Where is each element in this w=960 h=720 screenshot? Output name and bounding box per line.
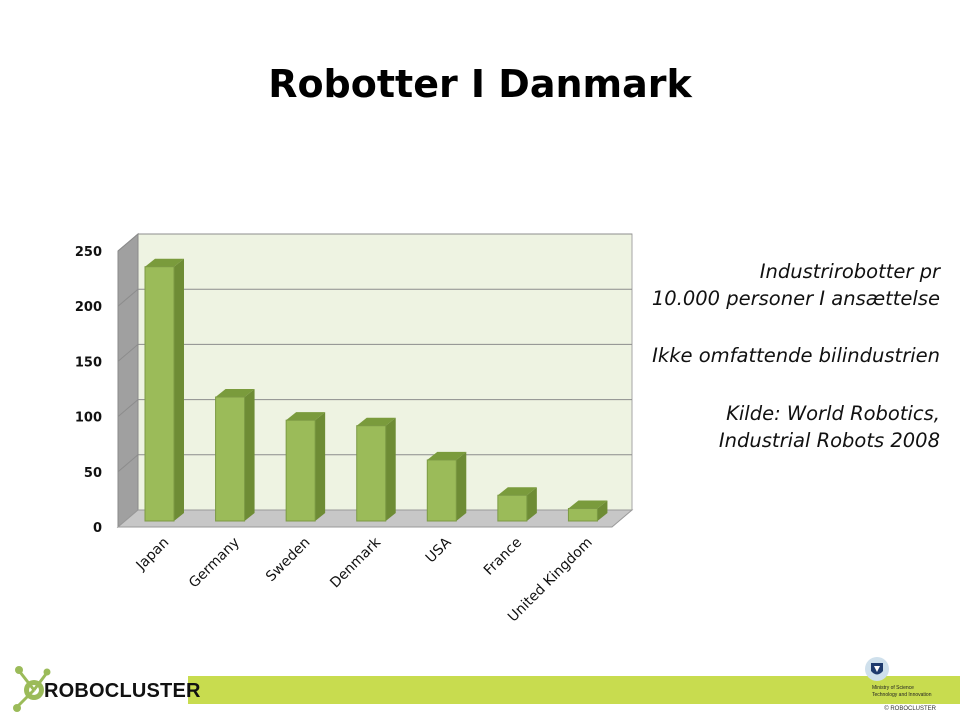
bar-side xyxy=(315,412,326,521)
bar-top xyxy=(497,487,537,496)
x-tick-label: Germany xyxy=(186,535,243,592)
bar-top xyxy=(427,451,467,460)
ministry-label: Ministry of Science Technology and Innov… xyxy=(872,685,956,699)
note-line-4: Kilde: World Robotics, xyxy=(726,402,940,425)
copyright-text: © ROBOCLUSTER xyxy=(884,706,936,712)
x-tick-label: USA xyxy=(423,534,455,566)
note-line-1: Industrirobotter pr xyxy=(759,260,940,283)
y-gridline-side xyxy=(117,233,139,252)
bar-top xyxy=(286,412,326,421)
footer-band xyxy=(188,676,960,704)
y-gridline-side xyxy=(117,288,139,307)
bar xyxy=(285,419,316,522)
y-gridline-side xyxy=(117,344,139,362)
y-gridline-side xyxy=(117,454,139,473)
bar-top xyxy=(356,417,396,426)
y-tick-label: 100 xyxy=(75,411,102,426)
ministry-line-1: Ministry of Science xyxy=(872,685,914,691)
bar-top xyxy=(145,258,184,267)
note-line-2: 10.000 personer I ansættelse xyxy=(651,287,940,310)
y-tick-label: 250 xyxy=(75,245,102,260)
bar-side xyxy=(456,451,467,521)
y-tick-label: 50 xyxy=(84,466,102,481)
bar-side xyxy=(385,417,396,521)
bar-top xyxy=(215,389,255,397)
y-tick-label: 150 xyxy=(75,355,102,370)
y-tick-label: 200 xyxy=(75,300,102,315)
bar-top xyxy=(568,500,608,509)
y-tick-label: 0 xyxy=(93,521,102,536)
y-gridline-side xyxy=(117,399,139,417)
x-tick-label: Japan xyxy=(133,535,173,575)
chart-side-wall xyxy=(117,232,139,529)
x-tick-label: France xyxy=(481,535,525,579)
bar xyxy=(356,425,387,522)
ministry-crest-icon xyxy=(865,657,889,681)
robocluster-logo-icon xyxy=(13,666,51,712)
bar xyxy=(215,396,246,522)
bar-side xyxy=(597,500,608,521)
x-tick-label: Denmark xyxy=(327,534,384,591)
bar-side xyxy=(526,487,537,521)
logo-text: ROBOCLUSTER xyxy=(44,680,201,702)
bar xyxy=(426,459,457,522)
bar-side xyxy=(244,389,255,521)
note-line-3: Ikke omfattende bilindustrien xyxy=(652,344,940,367)
bar-side xyxy=(174,258,184,521)
bar xyxy=(144,266,175,522)
note-line-5: Industrial Robots 2008 xyxy=(718,429,940,452)
bar xyxy=(567,508,598,522)
slide-title: Robotter I Danmark xyxy=(268,62,692,106)
bar xyxy=(497,494,528,522)
x-tick-label: Sweden xyxy=(263,535,313,585)
ministry-line-2: Technology and Innovation xyxy=(872,692,932,698)
